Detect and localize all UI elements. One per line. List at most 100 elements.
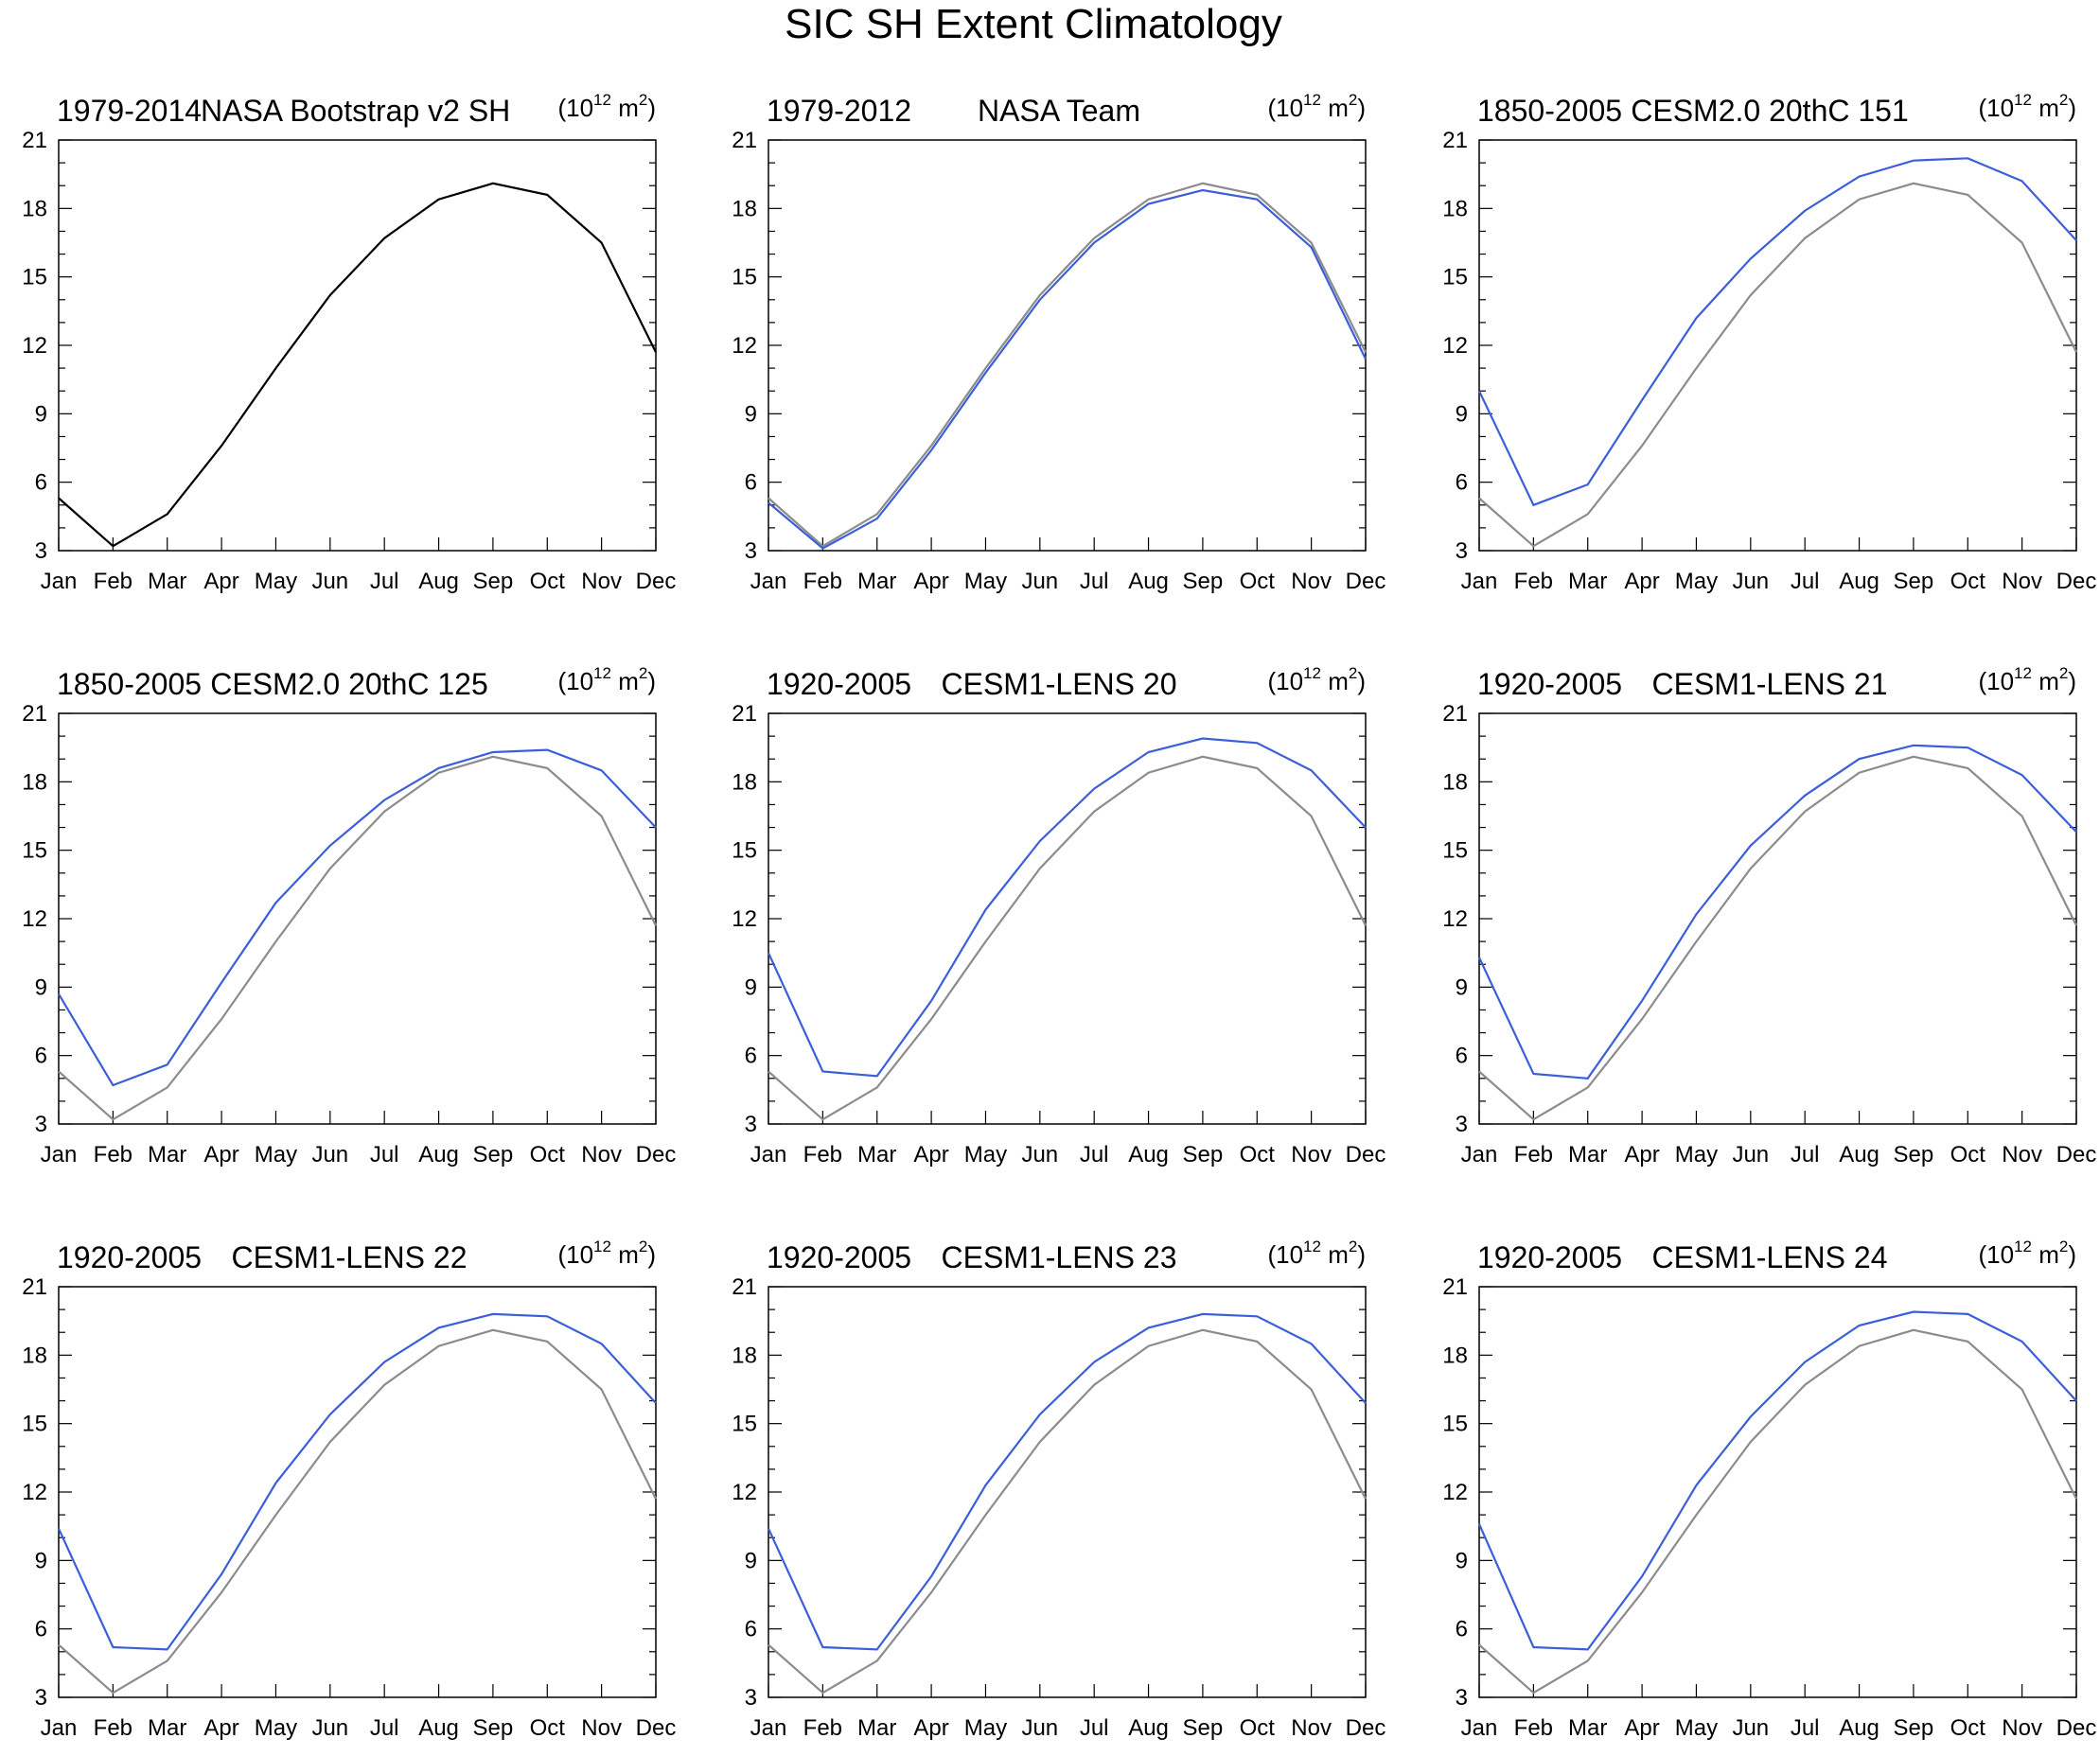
x-tick-label: Apr <box>203 1715 238 1741</box>
x-tick-label: Apr <box>203 569 238 594</box>
x-tick-label: May <box>1675 569 1718 594</box>
x-tick-label: Feb <box>803 1142 842 1168</box>
x-tick-label: Sep <box>1894 1715 1934 1741</box>
y-tick-label: 3 <box>1456 1112 1468 1137</box>
x-tick-label: May <box>964 1715 1007 1741</box>
x-tick-label: Jul <box>1791 1715 1820 1741</box>
panel-name: NASA Team <box>978 94 1140 128</box>
y-tick-label: 3 <box>745 1685 757 1711</box>
x-tick-label: Dec <box>636 569 677 594</box>
plot-frame <box>768 139 1367 552</box>
x-tick-label: Sep <box>1894 569 1934 594</box>
x-tick-label: Nov <box>1291 1142 1332 1168</box>
plot-frame <box>1478 139 2077 552</box>
x-tick-label: Jul <box>1080 1142 1109 1168</box>
series-line-reference <box>768 182 1367 548</box>
x-tick-label: Mar <box>148 1715 186 1741</box>
y-tick-label: 15 <box>22 838 47 864</box>
panel-period: 1920-2005 <box>1477 1240 1622 1274</box>
x-tick-label: Dec <box>1346 1142 1386 1168</box>
units-exponent: 12 <box>2014 91 2032 109</box>
x-tick-label: Jan <box>750 1142 787 1168</box>
y-tick-label: 15 <box>732 265 757 290</box>
chart-panel: 1920-2005 CESM1-LENS 24 (1012 m2)369121518… <box>1442 1238 2096 1741</box>
units-unit-exponent: 2 <box>639 91 647 109</box>
panel-period: 1920-2005 <box>1477 667 1622 701</box>
series-line-reference <box>58 1328 657 1695</box>
series-line-reference <box>1478 1328 2077 1695</box>
plot-frame <box>58 712 657 1125</box>
series-line-model <box>768 188 1367 550</box>
y-tick-label: 9 <box>745 401 757 427</box>
units-base: (10 <box>1978 1240 2014 1269</box>
panel-units: (1012 m2) <box>1267 664 1366 695</box>
x-tick-label: May <box>964 569 1007 594</box>
units-close: ) <box>647 667 656 695</box>
units-close: ) <box>1357 94 1366 122</box>
x-tick-label: Aug <box>1128 1715 1169 1741</box>
y-tick-label: 12 <box>22 906 47 932</box>
plot-frame <box>58 139 657 552</box>
panel-name: CESM1-LENS 20 <box>942 667 1177 701</box>
x-tick-label: Nov <box>2002 569 2042 594</box>
panel-name: CESM1-LENS 23 <box>942 1240 1177 1274</box>
y-tick-label: 18 <box>1442 769 1468 795</box>
y-tick-label: 9 <box>745 975 757 1000</box>
units-close: ) <box>2068 1240 2076 1269</box>
y-tick-label: 21 <box>732 128 757 153</box>
plot-frame <box>768 1286 1367 1698</box>
x-tick-label: Nov <box>581 1142 622 1168</box>
x-tick-label: Jul <box>1791 569 1820 594</box>
series-line-model <box>1478 157 2077 507</box>
y-tick-label: 15 <box>1442 838 1468 864</box>
y-tick-label: 21 <box>1442 701 1468 727</box>
x-tick-label: Aug <box>418 1142 459 1168</box>
series-line-model <box>767 1312 1367 1651</box>
x-tick-label: Jul <box>1791 1142 1820 1168</box>
units-unit: m <box>1321 667 1349 695</box>
units-base: (10 <box>557 1240 593 1269</box>
x-tick-label: Mar <box>148 1142 186 1168</box>
units-base: (10 <box>1978 667 2014 695</box>
y-tick-label: 9 <box>35 401 47 427</box>
y-tick-label: 21 <box>732 701 757 727</box>
units-exponent: 12 <box>1303 664 1321 682</box>
panel-name: CESM1-LENS 21 <box>1652 667 1888 701</box>
x-tick-label: Sep <box>1183 1142 1224 1168</box>
x-tick-label: Apr <box>913 1715 948 1741</box>
units-unit-exponent: 2 <box>2059 91 2068 109</box>
x-tick-label: May <box>255 1142 297 1168</box>
units-unit: m <box>2032 1240 2059 1269</box>
plot-frame <box>1478 712 2077 1125</box>
y-tick-label: 6 <box>35 1617 47 1642</box>
x-tick-label: Jan <box>750 569 787 594</box>
y-tick-label: 3 <box>35 538 47 564</box>
x-tick-label: Feb <box>94 1715 132 1741</box>
panel-period: 1920-2005 <box>767 1240 911 1274</box>
x-tick-label: Dec <box>2056 569 2097 594</box>
x-tick-label: Nov <box>1291 1715 1332 1741</box>
units-unit: m <box>2032 94 2059 122</box>
y-tick-label: 15 <box>732 1412 757 1437</box>
x-tick-label: Oct <box>530 569 566 594</box>
plot-frame <box>58 1286 657 1698</box>
x-tick-label: Nov <box>2002 1715 2042 1741</box>
x-tick-label: Aug <box>1839 569 1879 594</box>
x-tick-label: Mar <box>857 1715 896 1741</box>
x-tick-label: Dec <box>1346 1715 1386 1741</box>
units-unit: m <box>2032 667 2059 695</box>
x-tick-label: Feb <box>1514 569 1553 594</box>
x-tick-label: Aug <box>1839 1142 1879 1168</box>
series-line-reference <box>1478 182 2077 548</box>
y-tick-label: 12 <box>732 1480 757 1505</box>
y-tick-label: 6 <box>1456 1617 1468 1642</box>
y-tick-label: 18 <box>1442 1343 1468 1368</box>
x-tick-label: Apr <box>203 1142 238 1168</box>
y-tick-label: 9 <box>1456 401 1468 427</box>
y-tick-label: 12 <box>1442 1480 1468 1505</box>
units-close: ) <box>647 94 656 122</box>
y-tick-label: 12 <box>732 906 757 932</box>
panel-units: (1012 m2) <box>1978 664 2076 695</box>
y-tick-label: 3 <box>35 1112 47 1137</box>
units-unit: m <box>611 94 639 122</box>
